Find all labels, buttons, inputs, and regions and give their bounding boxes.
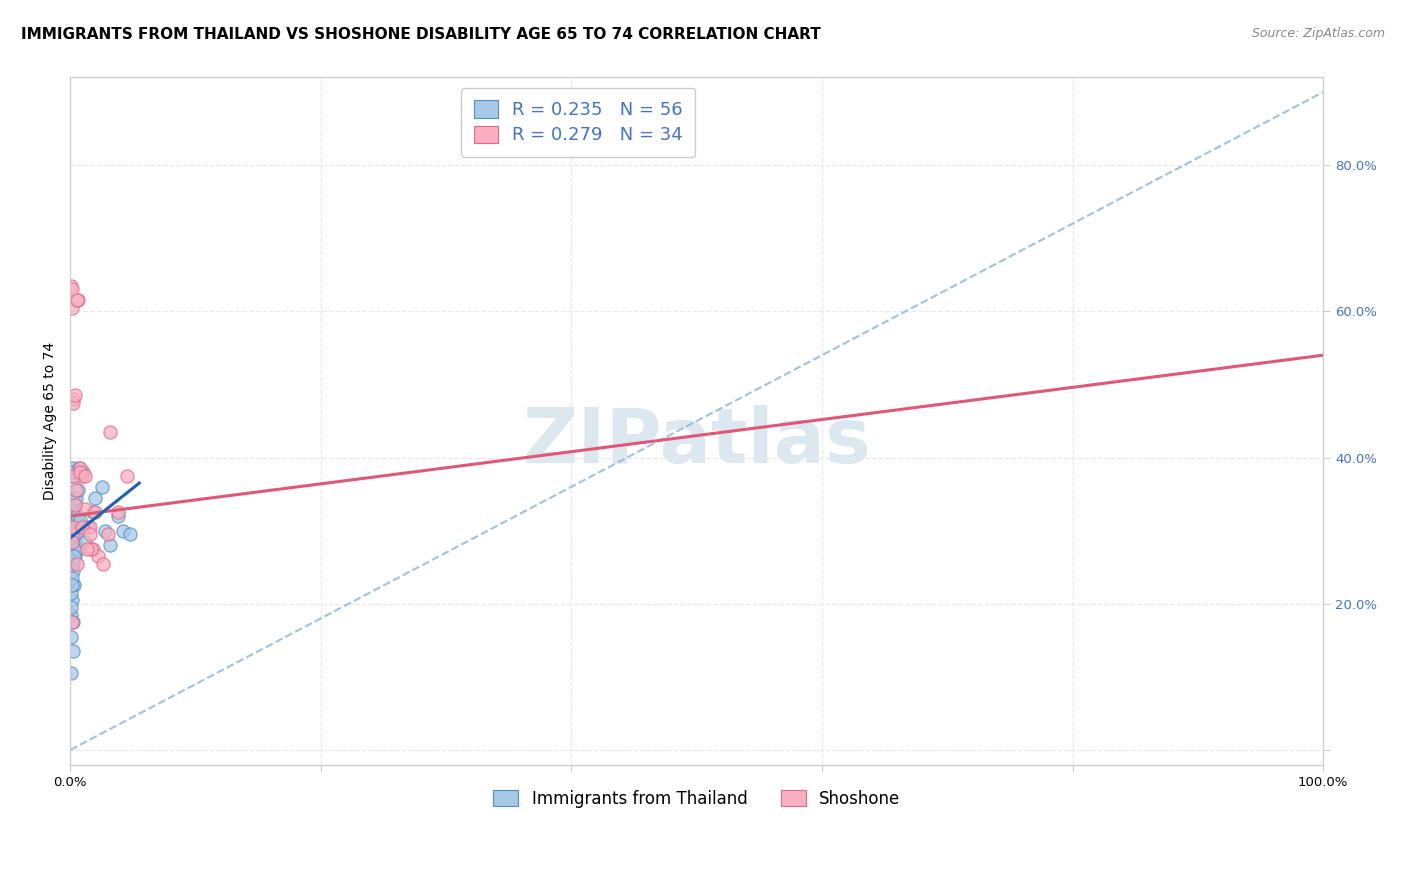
Point: [100, 538, 122, 552]
Point: [82, 541, 104, 556]
Point: [60, 666, 83, 681]
Point: [63, 549, 86, 564]
Point: [66, 483, 89, 498]
Point: [60, 527, 83, 541]
Point: [65, 534, 87, 549]
Point: [60, 615, 83, 629]
Point: [79, 520, 101, 534]
Point: [62, 541, 84, 556]
Point: [65, 513, 87, 527]
Point: [100, 425, 122, 439]
Point: [60, 498, 83, 512]
Point: [62, 395, 84, 409]
Point: [84, 505, 107, 519]
Point: [90, 480, 112, 494]
Point: [91, 557, 114, 571]
Point: [62, 615, 84, 629]
Text: IMMIGRANTS FROM THAILAND VS SHOSHONE DISABILITY AGE 65 TO 74 CORRELATION CHART: IMMIGRANTS FROM THAILAND VS SHOSHONE DIS…: [21, 27, 821, 42]
Point: [115, 468, 138, 483]
Point: [62, 644, 84, 658]
Legend: Immigrants from Thailand, Shoshone: Immigrants from Thailand, Shoshone: [486, 783, 907, 814]
Point: [65, 557, 87, 571]
Point: [65, 483, 87, 498]
Point: [60, 516, 83, 531]
Point: [60, 593, 83, 607]
Point: [63, 549, 86, 564]
Point: [79, 527, 101, 541]
Point: [62, 513, 84, 527]
Text: ZIPatlas: ZIPatlas: [523, 405, 872, 479]
Point: [63, 508, 86, 523]
Point: [75, 501, 97, 516]
Point: [60, 571, 83, 585]
Point: [84, 491, 107, 505]
Point: [60, 468, 83, 483]
Point: [63, 541, 86, 556]
Point: [60, 557, 83, 571]
Point: [60, 301, 83, 315]
Point: [69, 461, 91, 475]
Point: [107, 508, 129, 523]
Point: [94, 524, 117, 538]
Point: [63, 498, 86, 512]
Point: [70, 468, 93, 483]
Point: [107, 505, 129, 519]
Point: [97, 527, 120, 541]
Point: [66, 508, 89, 523]
Point: [82, 505, 104, 519]
Point: [62, 520, 84, 534]
Point: [72, 465, 94, 479]
Point: [60, 578, 83, 592]
Point: [60, 534, 83, 549]
Point: [80, 541, 103, 556]
Point: [70, 520, 93, 534]
Point: [62, 494, 84, 508]
Point: [63, 505, 86, 519]
Point: [62, 465, 84, 479]
Point: [120, 527, 142, 541]
Text: Source: ZipAtlas.com: Source: ZipAtlas.com: [1251, 27, 1385, 40]
Point: [60, 278, 83, 293]
Point: [60, 282, 83, 296]
Point: [59, 630, 82, 644]
Point: [63, 516, 86, 531]
Point: [62, 520, 84, 534]
Point: [87, 549, 110, 564]
Point: [69, 465, 91, 479]
Point: [75, 534, 97, 549]
Point: [62, 534, 84, 549]
Point: [65, 491, 87, 505]
Point: [65, 527, 87, 541]
Point: [62, 557, 84, 571]
Point: [65, 293, 87, 308]
Point: [63, 468, 86, 483]
Point: [60, 607, 83, 622]
Point: [63, 578, 86, 592]
Point: [60, 586, 83, 600]
Point: [67, 461, 90, 475]
Point: [69, 513, 91, 527]
Point: [111, 524, 134, 538]
Y-axis label: Disability Age 65 to 74: Disability Age 65 to 74: [44, 342, 58, 500]
Point: [76, 541, 98, 556]
Point: [76, 520, 98, 534]
Point: [62, 491, 84, 505]
Point: [66, 293, 89, 308]
Point: [62, 564, 84, 578]
Point: [60, 534, 83, 549]
Point: [75, 468, 97, 483]
Point: [63, 527, 86, 541]
Point: [62, 461, 84, 475]
Point: [63, 388, 86, 402]
Point: [67, 541, 90, 556]
Point: [60, 557, 83, 571]
Point: [62, 392, 84, 406]
Point: [63, 494, 86, 508]
Point: [60, 600, 83, 615]
Point: [62, 527, 84, 541]
